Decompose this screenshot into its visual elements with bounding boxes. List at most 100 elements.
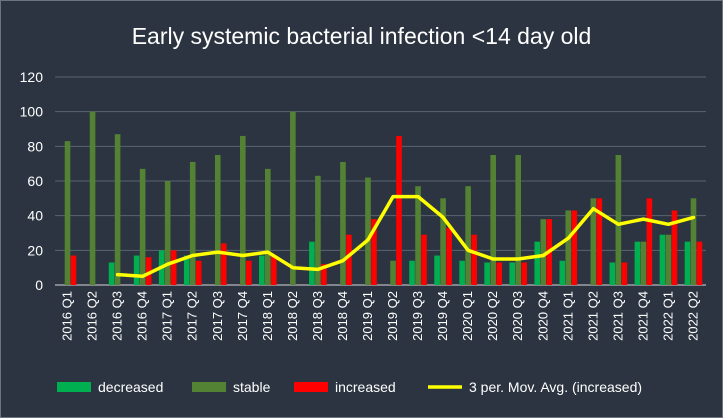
bar-increased-2017-Q1: [170, 250, 177, 285]
x-tick-label: 2020 Q2: [485, 291, 500, 341]
bars: [64, 111, 703, 286]
bar-decreased-2022-Q1: [659, 234, 666, 285]
x-tick-label: 2017 Q2: [185, 291, 200, 341]
bar-stable-2021-Q3: [615, 155, 622, 285]
bar-stable-2019-Q3: [415, 186, 421, 285]
bar-decreased-2020-Q4: [534, 241, 541, 285]
x-tick-label: 2018 Q4: [335, 291, 350, 341]
x-tick-label: 2019 Q3: [410, 291, 425, 341]
bar-stable-2020-Q1: [465, 186, 471, 285]
bar-increased-2021-Q4: [646, 198, 653, 285]
bar-stable-2020-Q3: [515, 155, 522, 285]
legend-swatch: [192, 382, 226, 392]
bar-stable-2018-Q2: [290, 111, 296, 286]
bar-stable-2019-Q2: [390, 260, 396, 285]
bar-stable-2016-Q2: [89, 111, 96, 286]
line-series-moving-average: [115, 194, 696, 279]
bar-decreased-2020-Q2: [484, 262, 490, 285]
bar-increased-2019-Q1: [371, 219, 377, 285]
x-tick-label: 2016 Q2: [85, 291, 100, 341]
bar-stable-2016-Q1: [64, 141, 71, 285]
bar-increased-2018-Q4: [346, 234, 352, 285]
bar-decreased-2021-Q3: [609, 262, 616, 285]
x-tick-label: 2018 Q3: [310, 291, 325, 341]
x-tick-label: 2021 Q3: [610, 291, 625, 341]
bar-increased-2021-Q3: [621, 262, 628, 285]
legend-label: decreased: [98, 379, 163, 395]
x-tick-label: 2017 Q3: [210, 291, 225, 341]
x-tick-label: 2017 Q1: [160, 291, 175, 341]
legend-label: 3 per. Mov. Avg. (increased): [469, 379, 642, 395]
bar-stable-2020-Q4: [540, 219, 547, 285]
bar-stable-2019-Q4: [440, 198, 446, 285]
bar-decreased-2016-Q4: [133, 255, 140, 285]
bar-decreased-2019-Q4: [434, 255, 440, 285]
x-tick-label: 2020 Q1: [460, 291, 475, 341]
gridlines: [55, 76, 706, 286]
bar-stable-2018-Q3: [315, 175, 321, 285]
bar-decreased-2018-Q3: [309, 241, 315, 285]
x-tick-label: 2019 Q4: [435, 291, 450, 341]
x-tick-label: 2018 Q2: [285, 291, 300, 341]
bar-stable-2020-Q2: [490, 155, 496, 285]
bar-stable-2016-Q4: [139, 168, 146, 285]
bar-stable-2021-Q1: [565, 210, 572, 285]
legend-label: increased: [335, 379, 396, 395]
bar-increased-2016-Q1: [70, 255, 77, 285]
y-tick-label: 60: [27, 173, 43, 189]
bar-stable-2016-Q3: [114, 134, 121, 285]
x-tick-label: 2017 Q4: [235, 291, 250, 341]
x-tick-label: 2022 Q1: [660, 291, 675, 341]
bar-increased-2016-Q4: [145, 257, 152, 285]
bar-stable-2019-Q1: [365, 177, 371, 285]
x-tick-label: 2020 Q3: [510, 291, 525, 341]
bar-increased-2022-Q2: [696, 241, 703, 285]
bar-stable-2018-Q1: [265, 168, 271, 285]
bar-increased-2018-Q3: [321, 264, 327, 285]
y-tick-label: 20: [27, 242, 43, 258]
bar-stable-2017-Q2: [189, 161, 196, 285]
legend-label: stable: [233, 379, 271, 395]
bar-increased-2019-Q2: [396, 135, 402, 285]
bar-stable-2022-Q2: [690, 198, 697, 285]
bar-increased-2020-Q3: [521, 262, 528, 285]
x-tick-label: 2021 Q1: [560, 291, 575, 341]
bar-increased-2017-Q4: [245, 260, 252, 285]
x-tick-label: 2021 Q2: [585, 291, 600, 341]
bar-increased-2022-Q1: [671, 210, 678, 285]
bar-stable-2017-Q4: [239, 135, 246, 285]
bar-increased-2019-Q3: [421, 234, 427, 285]
bar-decreased-2017-Q2: [183, 255, 190, 285]
bar-decreased-2016-Q3: [108, 262, 115, 285]
bar-increased-2017-Q2: [195, 260, 202, 285]
bar-increased-2021-Q2: [596, 198, 603, 285]
bar-increased-2018-Q1: [271, 255, 277, 285]
bar-decreased-2022-Q2: [684, 241, 691, 285]
x-tick-label: 2020 Q4: [535, 291, 550, 341]
bar-stable-2021-Q4: [640, 241, 647, 285]
bar-stable-2018-Q4: [340, 161, 346, 285]
legend-swatch: [294, 382, 328, 392]
x-tick-label: 2019 Q2: [385, 291, 400, 341]
bar-decreased-2021-Q4: [634, 241, 641, 285]
y-tick-label: 100: [20, 104, 44, 120]
bar-stable-2017-Q3: [214, 155, 221, 285]
x-tick-label: 2016 Q3: [110, 291, 125, 341]
chart-title: Early systemic bacterial infection <14 d…: [131, 23, 592, 49]
bar-stable-2017-Q1: [164, 181, 171, 285]
bar-decreased-2018-Q1: [259, 255, 265, 285]
bar-stable-2022-Q1: [665, 234, 672, 285]
x-tick-label: 2021 Q4: [635, 291, 650, 341]
bar-increased-2020-Q2: [496, 262, 502, 285]
y-tick-label: 80: [27, 138, 43, 154]
y-axis: 0 20 40 60 80 100 120: [20, 69, 44, 293]
x-tick-label: 2016 Q1: [60, 291, 75, 341]
x-tick-label: 2016 Q4: [135, 291, 150, 341]
bar-increased-2021-Q1: [571, 210, 578, 285]
bar-decreased-2020-Q3: [509, 262, 516, 285]
legend-swatch: [57, 382, 91, 392]
bar-decreased-2019-Q3: [409, 260, 415, 285]
bar-stable-2021-Q2: [590, 198, 597, 285]
y-tick-label: 0: [35, 277, 43, 293]
